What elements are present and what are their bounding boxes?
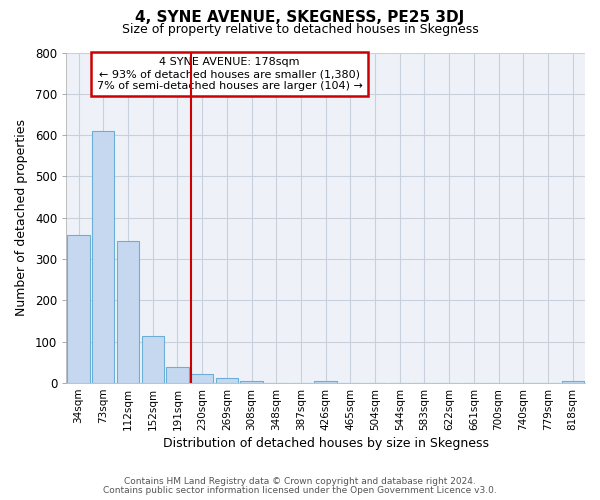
- Bar: [166, 366, 188, 383]
- Text: 4 SYNE AVENUE: 178sqm
← 93% of detached houses are smaller (1,380)
7% of semi-de: 4 SYNE AVENUE: 178sqm ← 93% of detached …: [97, 58, 362, 90]
- Bar: [215, 378, 238, 383]
- Text: Contains public sector information licensed under the Open Government Licence v3: Contains public sector information licen…: [103, 486, 497, 495]
- Bar: [142, 336, 164, 383]
- Bar: [92, 131, 115, 383]
- Bar: [191, 374, 213, 383]
- Bar: [562, 381, 584, 383]
- Bar: [314, 381, 337, 383]
- X-axis label: Distribution of detached houses by size in Skegness: Distribution of detached houses by size …: [163, 437, 488, 450]
- Text: Size of property relative to detached houses in Skegness: Size of property relative to detached ho…: [122, 22, 478, 36]
- Text: Contains HM Land Registry data © Crown copyright and database right 2024.: Contains HM Land Registry data © Crown c…: [124, 477, 476, 486]
- Bar: [241, 381, 263, 383]
- Bar: [117, 240, 139, 383]
- Y-axis label: Number of detached properties: Number of detached properties: [15, 120, 28, 316]
- Text: 4, SYNE AVENUE, SKEGNESS, PE25 3DJ: 4, SYNE AVENUE, SKEGNESS, PE25 3DJ: [136, 10, 464, 25]
- Bar: [67, 235, 89, 383]
